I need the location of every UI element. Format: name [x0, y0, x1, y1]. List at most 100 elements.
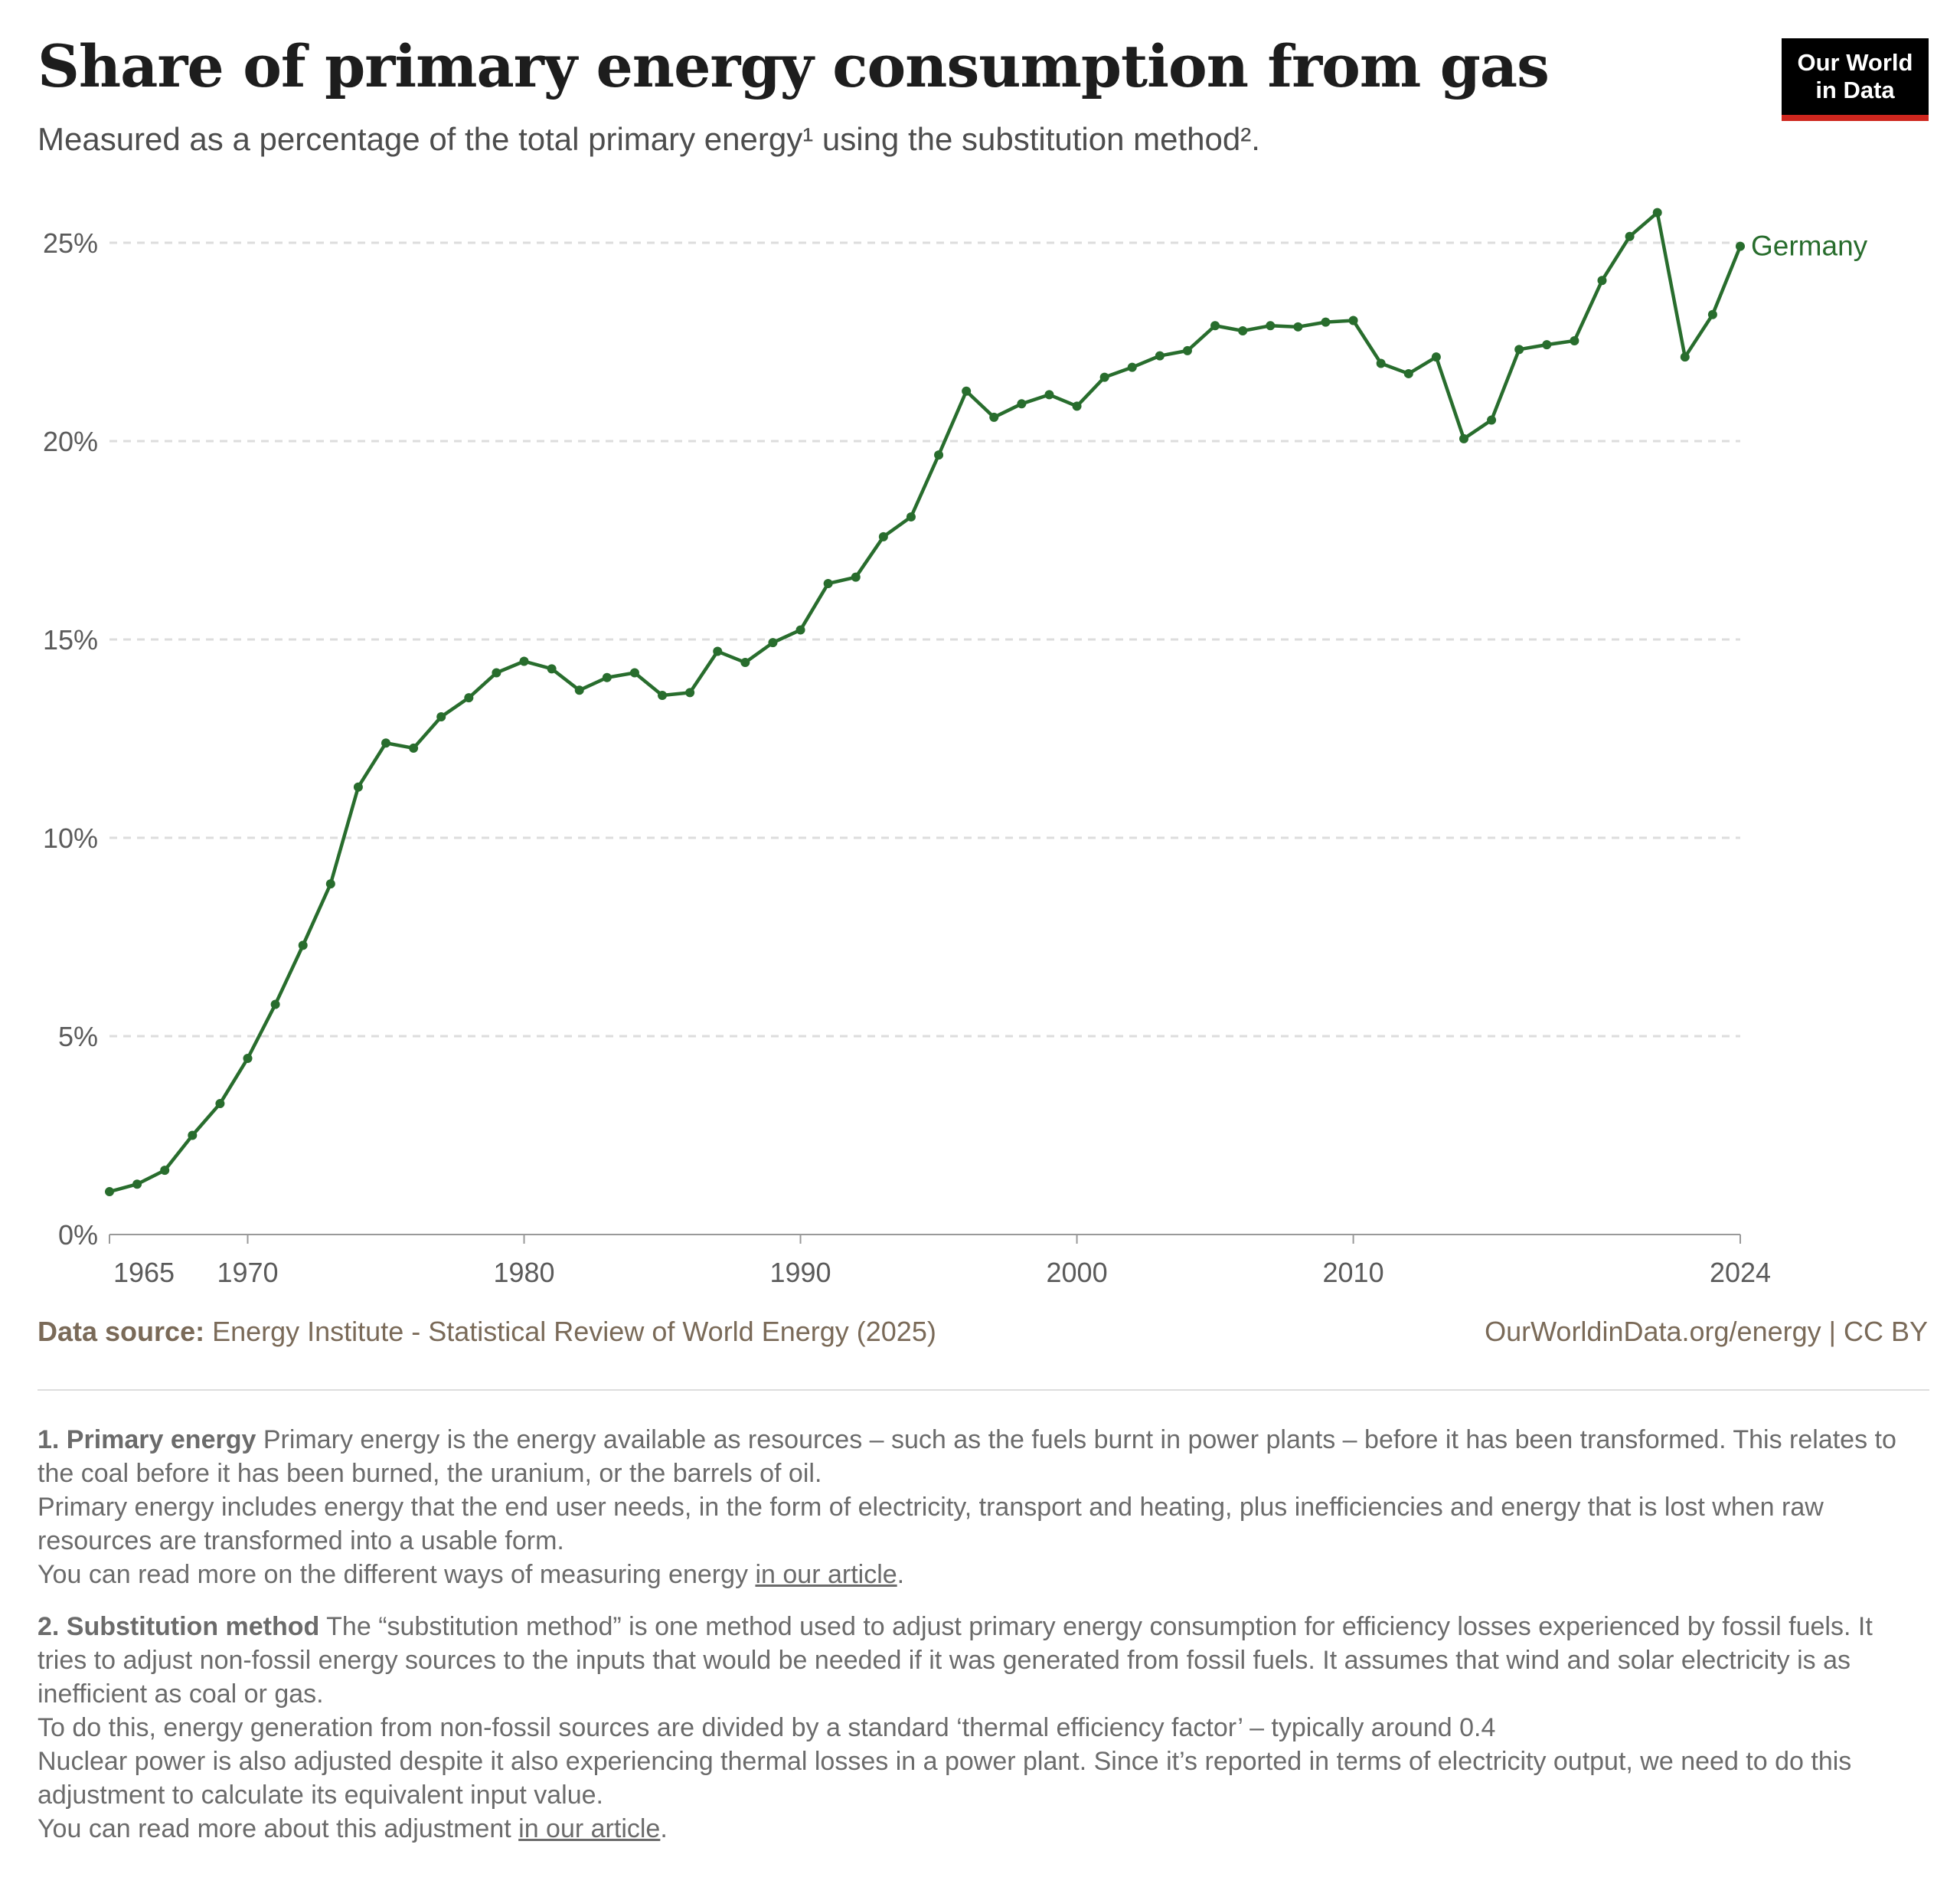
data-point: [215, 1099, 225, 1109]
data-point: [740, 658, 750, 668]
data-point: [243, 1054, 253, 1064]
data-point: [1321, 317, 1331, 327]
data-point: [1127, 362, 1137, 372]
footnote-2: 2. Substitution method The “substitution…: [38, 1610, 1921, 1846]
data-point: [989, 412, 999, 422]
data-point: [1570, 335, 1579, 345]
data-point: [713, 646, 723, 656]
data-point: [878, 531, 888, 541]
data-point: [1044, 390, 1054, 400]
data-point: [1266, 321, 1276, 331]
footnote-2-text-4: You can read more about this adjustment: [38, 1814, 519, 1843]
data-point: [685, 688, 695, 698]
x-tick-label: 1965: [113, 1257, 175, 1288]
footnote-1-text: Primary energy is the energy available a…: [38, 1425, 1896, 1488]
credit-link[interactable]: OurWorldinData.org/energy | CC BY: [1485, 1316, 1928, 1347]
data-point: [768, 638, 778, 648]
data-point: [464, 693, 474, 703]
y-tick-label: 0%: [58, 1219, 98, 1251]
x-tick-label: 1970: [217, 1257, 278, 1288]
source-label: Data source:: [38, 1316, 205, 1347]
data-point: [1597, 276, 1607, 286]
data-point: [1238, 325, 1248, 335]
data-point: [1210, 321, 1220, 331]
x-tick-label: 2000: [1047, 1257, 1108, 1288]
data-point: [547, 664, 557, 674]
period: .: [897, 1560, 905, 1589]
data-point: [409, 743, 419, 753]
data-point: [519, 656, 529, 666]
footnotes: 1. Primary energy Primary energy is the …: [38, 1423, 1921, 1864]
footnote-2-text-2: To do this, energy generation from non-f…: [38, 1713, 1496, 1742]
x-tick-label: 2024: [1710, 1257, 1771, 1288]
data-point: [1542, 340, 1552, 350]
y-tick-label: 5%: [58, 1021, 98, 1052]
data-point: [962, 386, 972, 396]
y-tick-label: 15%: [43, 624, 98, 656]
data-point: [1736, 241, 1745, 251]
y-tick-label: 10%: [43, 822, 98, 854]
data-point: [436, 712, 446, 722]
y-tick-label: 20%: [43, 426, 98, 457]
period: .: [660, 1814, 668, 1843]
data-point: [658, 691, 668, 701]
series-label: Germany: [1751, 231, 1868, 262]
line-chart: 0% 5% 10% 15% 20% 25% 1965 1970 1980 1990 2000 2010…: [43, 208, 1868, 1288]
data-point: [188, 1130, 198, 1140]
logo-line-2: in Data: [1815, 77, 1895, 103]
data-point: [851, 572, 861, 582]
data-point: [353, 782, 363, 792]
chart-subtitle: Measured as a percentage of the total pr…: [38, 121, 1260, 157]
data-point: [1348, 316, 1358, 325]
source-text: Energy Institute - Statistical Review of…: [212, 1316, 936, 1347]
data-point: [1514, 345, 1524, 355]
data-point: [1376, 358, 1386, 368]
article-link[interactable]: in our article: [755, 1560, 897, 1589]
owid-logo[interactable]: Our World in Data: [1782, 38, 1929, 121]
data-point: [1099, 372, 1109, 382]
data-point: [795, 625, 805, 635]
y-tick-label: 25%: [43, 227, 98, 259]
x-tick-label: 1990: [769, 1257, 831, 1288]
logo-line-1: Our World: [1797, 49, 1913, 76]
data-point: [298, 940, 308, 950]
x-tick-label: 2010: [1323, 1257, 1384, 1288]
footnote-2-text-3: Nuclear power is also adjusted despite i…: [38, 1747, 1852, 1810]
footnote-1-text-2: Primary energy includes energy that the …: [38, 1493, 1824, 1555]
data-point: [1293, 322, 1303, 332]
data-point: [160, 1166, 170, 1176]
footnote-1-text-3: You can read more on the different ways …: [38, 1560, 756, 1589]
footnote-2-title: 2. Substitution method: [38, 1612, 320, 1641]
data-point: [105, 1187, 114, 1197]
data-point: [906, 512, 916, 522]
data-point: [1680, 352, 1690, 362]
footnote-1: 1. Primary energy Primary energy is the …: [38, 1423, 1921, 1591]
data-point: [1403, 368, 1413, 378]
data-point: [1431, 352, 1441, 362]
data-point: [602, 672, 612, 682]
data-point: [1487, 415, 1497, 425]
footnote-2-text: The “substitution method” is one method …: [38, 1612, 1873, 1709]
chart-title: Share of primary energy consumption from…: [38, 32, 1550, 100]
data-point: [132, 1179, 142, 1189]
article-link-2[interactable]: in our article: [518, 1814, 661, 1843]
data-point: [1625, 231, 1635, 241]
data-point: [325, 879, 335, 889]
divider: [38, 1389, 1929, 1391]
series-line-germany: [109, 211, 1743, 1194]
data-point: [574, 685, 584, 695]
data-point: [492, 668, 501, 678]
footnote-1-title: 1. Primary energy: [38, 1425, 256, 1454]
data-point: [1072, 401, 1082, 411]
data-point: [1652, 208, 1662, 217]
data-point: [1017, 399, 1027, 409]
data-point: [270, 999, 280, 1009]
data-source: Data source: Energy Institute - Statisti…: [38, 1316, 936, 1348]
data-point: [381, 738, 391, 748]
data-point: [934, 450, 944, 460]
data-point: [1155, 351, 1165, 361]
data-point: [1182, 345, 1192, 355]
data-point: [823, 578, 833, 588]
data-point: [1707, 309, 1717, 319]
x-tick-label: 1980: [493, 1257, 554, 1288]
